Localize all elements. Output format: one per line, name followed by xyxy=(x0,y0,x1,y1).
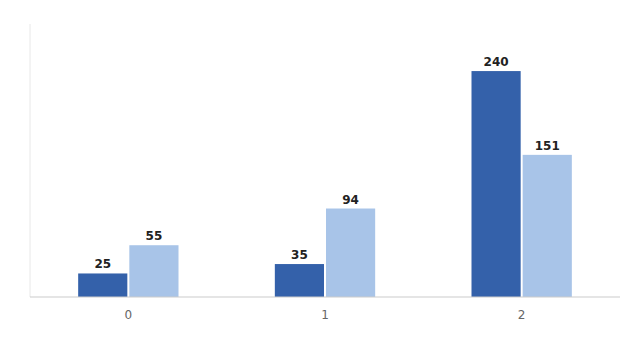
data-label: 35 xyxy=(291,248,308,262)
x-axis-line xyxy=(30,296,620,297)
data-label: 55 xyxy=(146,229,163,243)
bar xyxy=(275,264,324,297)
y-axis-line xyxy=(30,24,31,297)
data-label: 151 xyxy=(535,139,560,153)
bar xyxy=(129,245,178,297)
bars xyxy=(78,71,572,297)
bar xyxy=(472,71,521,297)
chart-container: 25 35 240 55 94 151 0 1 2 xyxy=(0,0,640,337)
x-tick-label: 2 xyxy=(518,308,526,322)
chart-svg: 25 35 240 55 94 151 0 1 2 xyxy=(0,0,640,337)
data-label: 25 xyxy=(94,257,111,271)
x-tick-label: 0 xyxy=(125,308,133,322)
bar xyxy=(523,155,572,297)
bar xyxy=(326,209,375,297)
data-label: 94 xyxy=(342,193,359,207)
data-label: 240 xyxy=(484,55,509,69)
bar xyxy=(78,273,127,297)
x-tick-label: 1 xyxy=(321,308,329,322)
